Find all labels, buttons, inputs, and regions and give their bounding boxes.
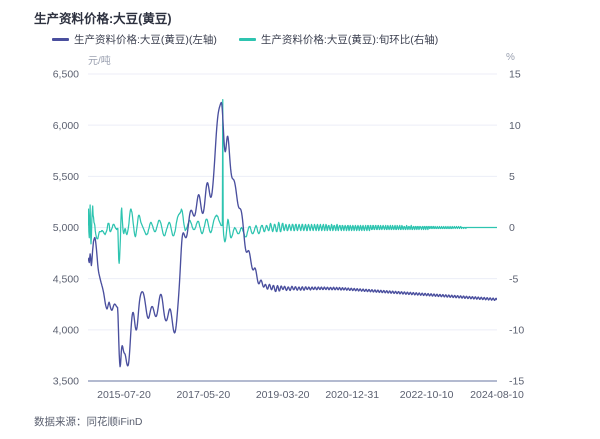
x-axis-tick-label: 2024-08-10	[470, 389, 524, 401]
x-axis-tick-label: 2017-05-20	[176, 389, 230, 401]
legend-item-right-axis[interactable]: 生产资料价格:大豆(黄豆):旬环比(右轴)	[238, 32, 439, 47]
x-axis-tick-label: 2020-12-31	[325, 389, 379, 401]
series-line-right-axis	[88, 98, 497, 264]
left-axis-tick-label: 5,000	[53, 222, 79, 234]
left-axis-tick-label: 6,000	[53, 120, 79, 132]
right-axis-tick-label: 10	[509, 120, 521, 132]
legend-swatch-right-series	[238, 38, 256, 41]
left-axis-tick-label: 4,000	[53, 324, 79, 336]
legend-swatch-left-series	[52, 38, 69, 41]
x-axis-tick-label: 2019-03-20	[256, 389, 310, 401]
left-axis-tick-label: 3,500	[53, 376, 79, 388]
right-axis-tick-label: -10	[509, 324, 524, 336]
left-axis-tick-label: 6,500	[53, 69, 79, 81]
right-axis-tick-label: 0	[509, 222, 515, 234]
x-axis-tick-label: 2022-10-10	[400, 389, 454, 401]
right-axis-tick-label: -15	[509, 376, 524, 388]
right-axis-tick-label: 15	[509, 69, 521, 81]
legend-label-left-series: 生产资料价格:大豆(黄豆)(左轴)	[74, 34, 217, 46]
right-axis-unit-label: %	[506, 52, 515, 63]
legend-label-right-series: 生产资料价格:大豆(黄豆):旬环比(右轴)	[260, 34, 439, 46]
page-title: 生产资料价格:大豆(黄豆)	[34, 12, 172, 26]
right-axis-tick-label: -5	[509, 273, 518, 285]
right-axis-tick-label: 5	[509, 171, 515, 183]
legend-item-left-axis[interactable]: 生产资料价格:大豆(黄豆)(左轴)	[52, 32, 217, 47]
data-source-footer: 数据来源：同花顺iFinD	[34, 416, 143, 428]
series-line-left-axis	[88, 101, 497, 368]
chart-legend: 生产资料价格:大豆(黄豆)(左轴) 生产资料价格:大豆(黄豆):旬环比(右轴)	[52, 32, 438, 47]
x-axis-tick-label: 2015-07-20	[97, 389, 151, 401]
left-axis-tick-label: 4,500	[53, 273, 79, 285]
left-axis-tick-label: 5,500	[53, 171, 79, 183]
left-axis-unit-label: 元/吨	[88, 56, 111, 67]
